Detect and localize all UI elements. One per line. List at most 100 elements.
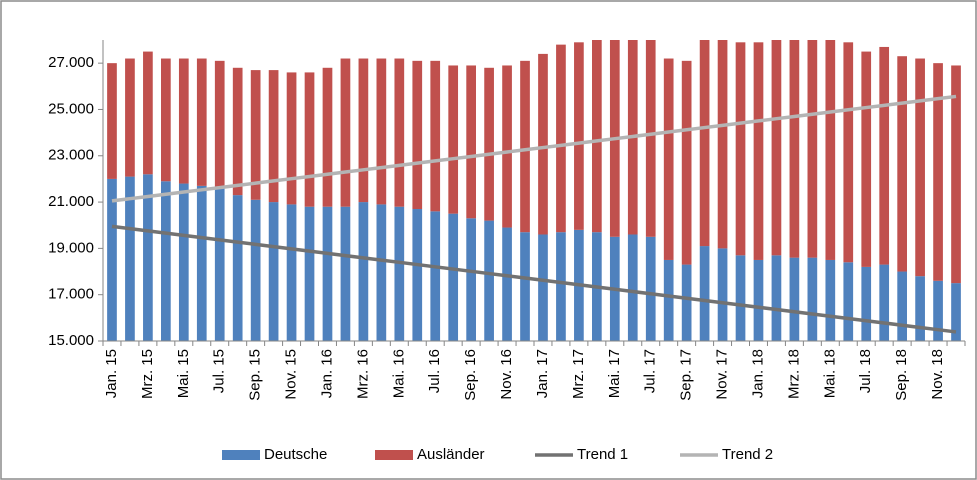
bar-segment [484,67,494,221]
bar-segment [448,213,459,341]
y-tick-label: 21.000 [48,193,94,210]
bar-segment [322,67,333,207]
bar-segment [232,67,243,196]
bar-segment [161,181,171,341]
x-tick-label: Jan. 17 [534,349,551,398]
x-tick-label: Mrz. 17 [570,349,587,399]
x-tick-label: Jul. 17 [642,349,659,393]
x-tick-label: Nov. 16 [498,349,515,400]
bar-segment [358,202,369,341]
bar-segment [897,271,907,341]
bar-segment [250,70,261,200]
x-tick-label: Sep. 15 [247,349,264,401]
bar-segment [789,40,800,258]
legend-label: Deutsche [264,446,327,463]
bar-segment [125,58,135,177]
bar-segment [861,51,872,267]
x-tick-label: Sep. 16 [462,349,479,401]
x-tick-label: Mai. 15 [175,349,192,398]
bar-segment [915,58,925,277]
bar-segment [556,232,566,341]
bar-segment [717,248,728,341]
x-tick-label: Jan. 16 [318,349,335,398]
bar-segment [681,264,692,341]
y-tick-label: 15.000 [48,332,94,349]
x-tick-label: Jan. 15 [103,349,120,398]
bar-segment [933,280,943,341]
bar-segment [340,206,351,341]
bar-segment [232,195,243,341]
legend-label: Trend 1 [577,446,628,463]
bar-segment [286,204,297,341]
bar-segment [107,63,117,179]
x-tick-label: Mai. 18 [821,349,838,398]
x-tick-label: Jul. 16 [426,349,443,393]
y-tick-label: 17.000 [48,286,94,303]
bar-segment [214,60,225,189]
y-tick-label: 27.000 [48,54,94,71]
bar-segment [897,56,907,272]
bar-segment [825,259,836,341]
bar-segment [645,236,656,341]
plot-area [107,40,961,341]
bar-segment [807,40,818,258]
bar-segment [753,259,764,341]
bar-segment [538,234,548,341]
bar-segment [250,199,261,341]
x-tick-label: Sep. 17 [678,349,695,401]
bar-segment [717,40,728,249]
bar-segment [843,42,854,263]
bar-segment [951,65,961,284]
bar-segment [681,60,692,265]
bar-segment [143,174,153,341]
bar-segment [376,58,387,205]
bar-segment [520,60,530,233]
x-tick-label: Mai. 17 [606,349,623,398]
bar-segment [592,40,602,233]
bar-segment [915,276,925,341]
trend-line [111,94,957,203]
bar-segment [107,178,117,341]
bar-segment [466,218,476,341]
x-tick-label: Jul. 18 [857,349,874,393]
bar-segment [951,283,961,341]
bar-segment [394,58,405,207]
bar-segment [430,211,441,341]
y-tick-label: 25.000 [48,100,94,117]
bar-segment [574,42,584,230]
bar-segment [663,58,674,260]
bar-segment [699,246,710,341]
bar-segment [143,51,153,175]
bar-segment [627,234,638,341]
x-tick-label: Jan. 18 [749,349,766,398]
x-tick-label: Nov. 18 [929,349,946,400]
bar-segment [376,204,387,341]
y-tick-label: 19.000 [48,239,94,256]
bar-segment [807,257,818,341]
bar-segment [161,58,171,182]
bar-segment [394,206,405,341]
bar-segment [286,72,297,205]
bar-segment [268,70,279,203]
bar-segment [879,264,890,341]
bar-segment [178,58,189,184]
x-tick-label: Sep. 18 [893,349,910,401]
bar-segment [484,220,494,341]
x-tick-label: Mrz. 16 [354,349,371,399]
legend-label: Ausländer [417,446,485,463]
bar-segment [430,60,441,212]
bar-segment [412,60,423,210]
x-tick-label: Mrz. 18 [785,349,802,399]
bar-segment [520,232,530,341]
x-tick-label: Jul. 15 [211,349,228,393]
x-tick-label: Nov. 17 [714,349,731,400]
bar-segment [125,176,135,341]
bar-segment [196,185,207,341]
bar-segment [699,40,710,247]
trend-line [111,224,957,334]
bar-segment [753,42,764,260]
bar-segment [340,58,351,207]
bar-segment [358,58,369,203]
bar-segment [322,206,333,341]
